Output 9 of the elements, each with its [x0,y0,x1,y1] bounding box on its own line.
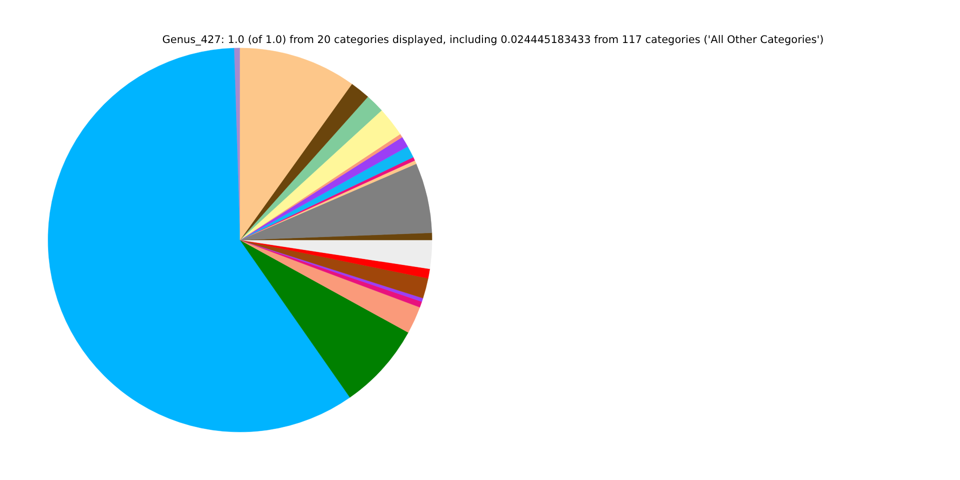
pie-slice [240,48,352,240]
pie-slice [240,232,432,240]
pie-slice [240,96,382,240]
pie-slice [240,240,408,398]
pie-slice [240,84,368,240]
pie-slice [240,240,430,278]
pie-slice [240,110,400,240]
text: Genus_427: 1.0 (of 1.0) from 20 categories displayed, including 0.024445183433 from 117 categories ('All Other Categories') [162,34,824,46]
pie-slice [48,48,350,432]
